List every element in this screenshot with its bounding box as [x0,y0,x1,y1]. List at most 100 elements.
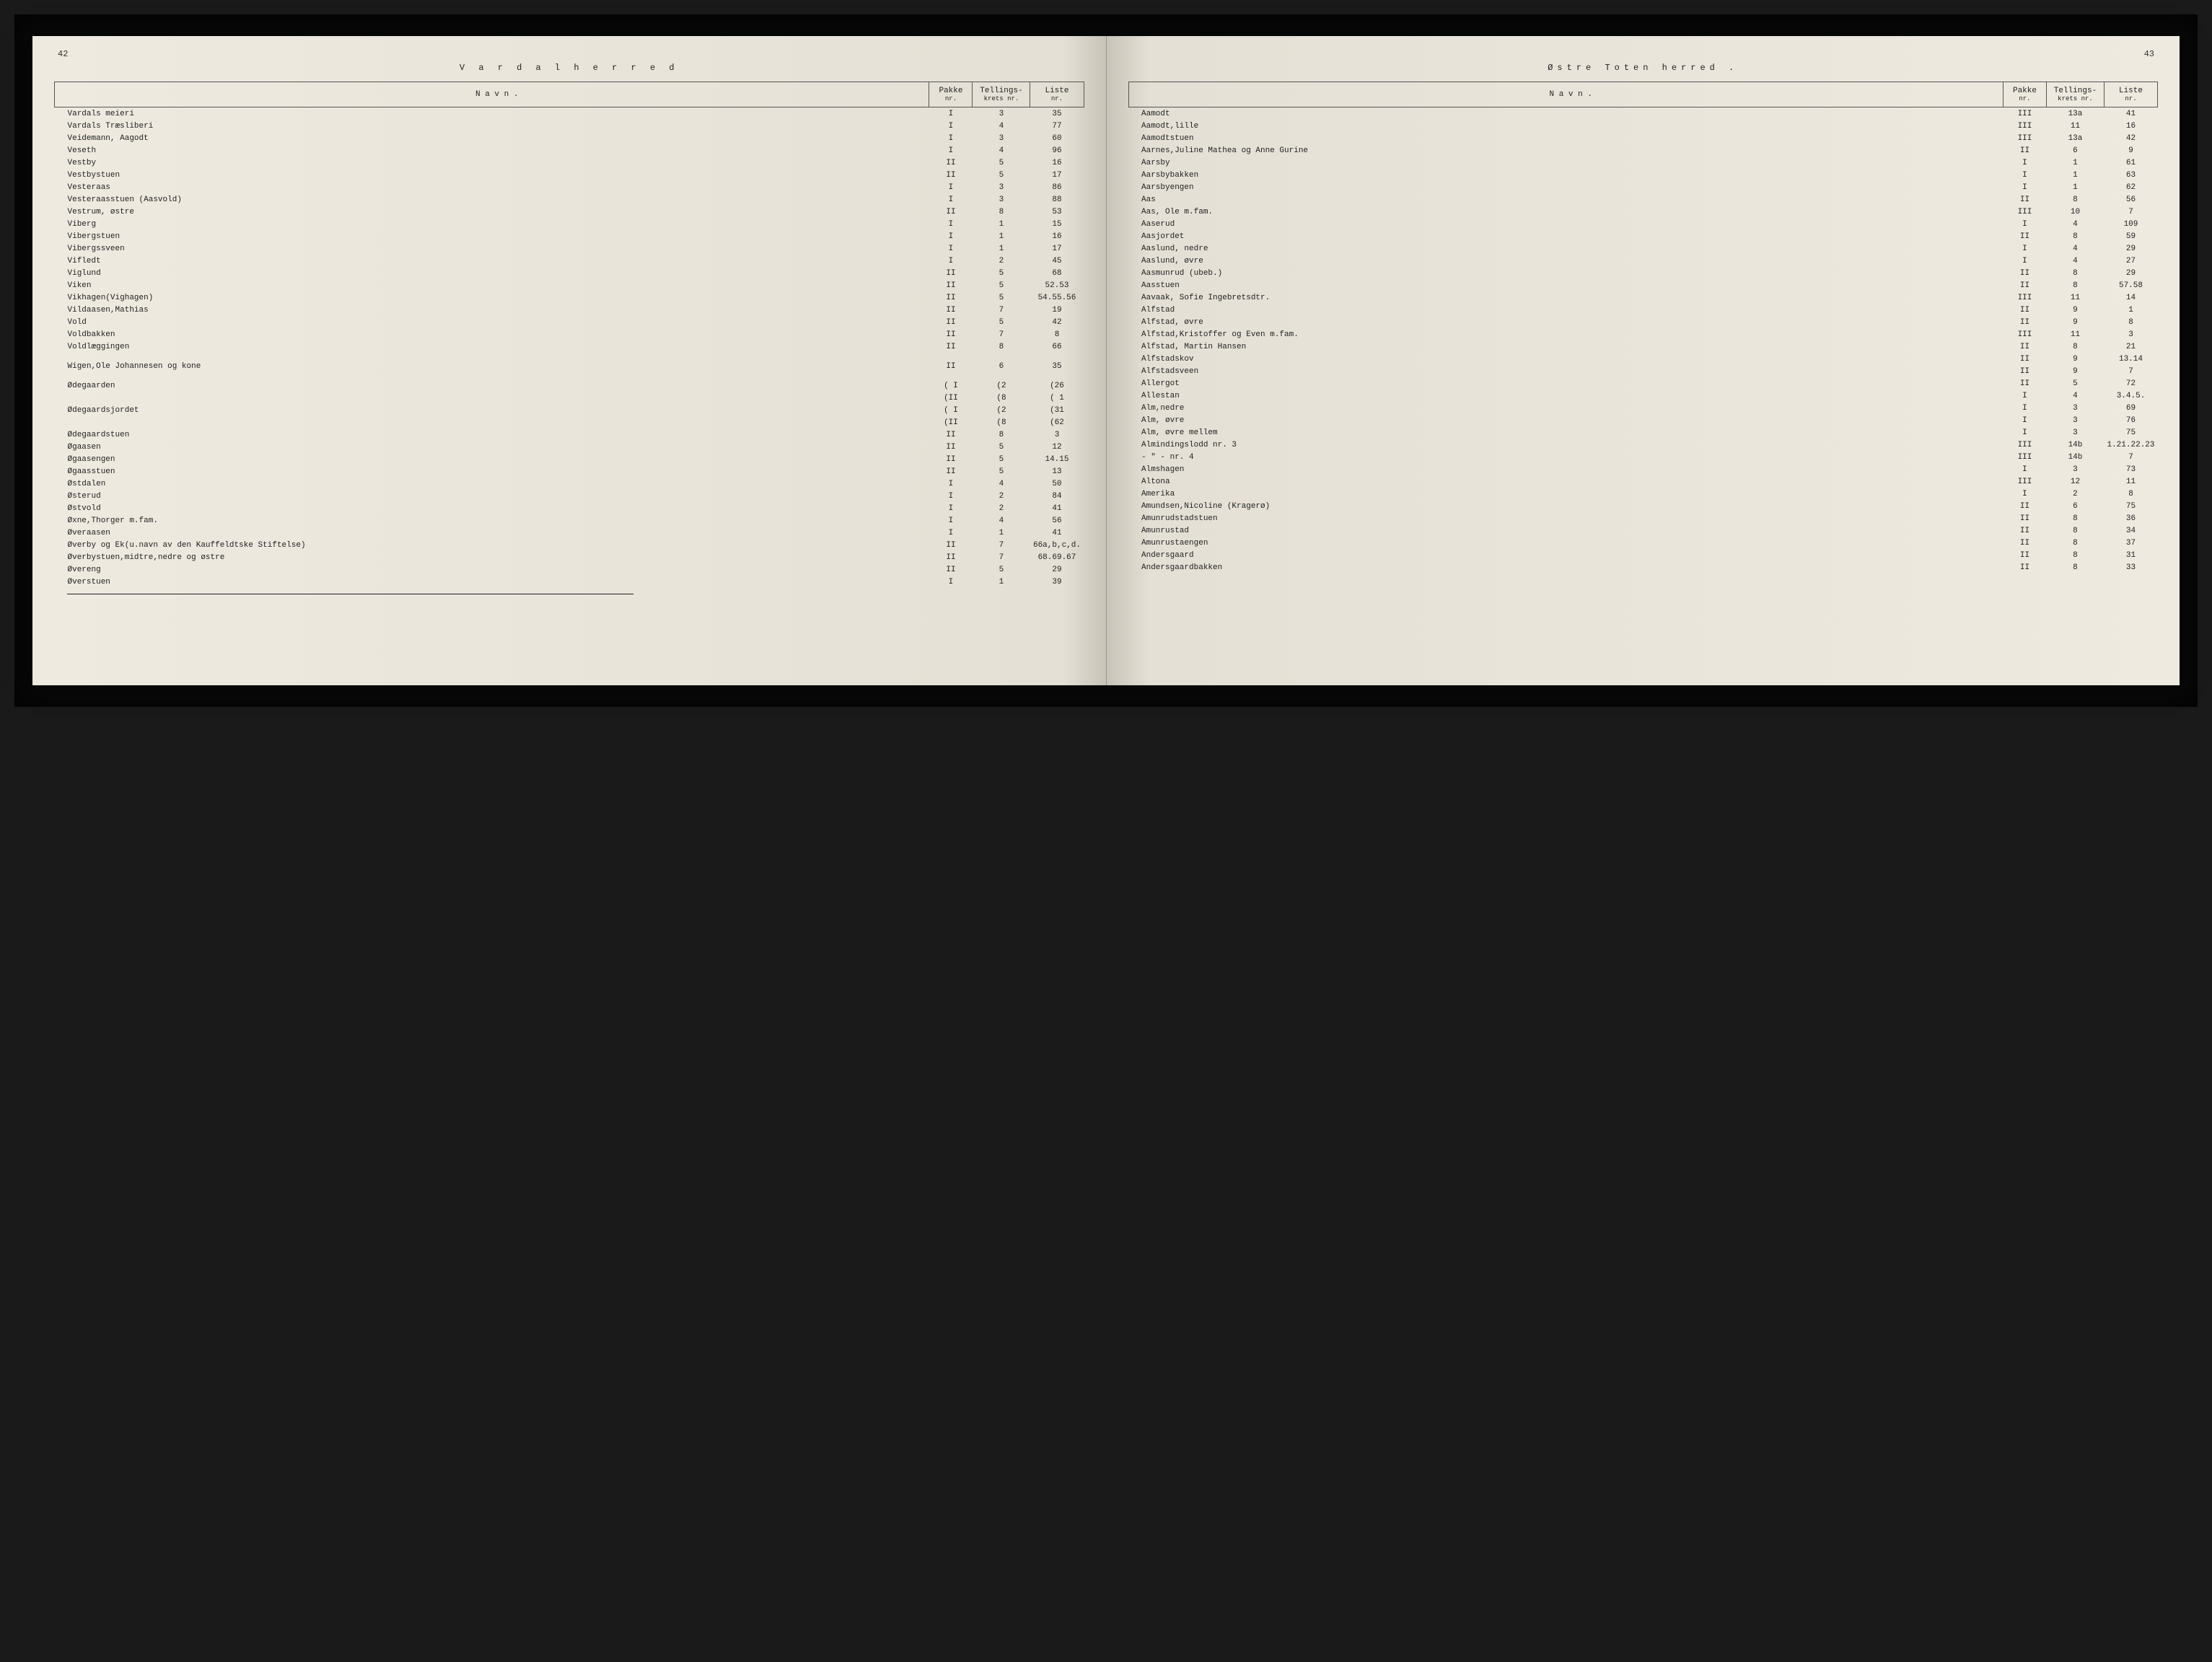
page-left: 42 V a r d a l h e r r e d N a v n . Pak… [32,36,1107,685]
cell-pakke: III [2003,291,2046,304]
table-row: VoldlæggingenII866 [55,340,1084,353]
cell-name: Øverby og Ek(u.navn av den Kauffeldtske … [55,539,929,551]
cell-name: Aamodtstuen [1128,132,2003,144]
cell-liste: 66 [1030,340,1084,353]
cell-krets: 5 [973,316,1030,328]
cell-name: Vibergstuen [55,230,929,242]
cell-pakke: I [2003,169,2046,181]
table-row: Vikhagen(Vighagen)II554.55.56 [55,291,1084,304]
cell-name: Aasjordet [1128,230,2003,242]
cell-krets: 8 [2046,193,2104,206]
cell-pakke: II [929,206,973,218]
cell-name: Aarsby [1128,157,2003,169]
table-row: Alfstad,Kristoffer og Even m.fam.III113 [1128,328,2158,340]
cell-pakke: I [929,218,973,230]
cell-pakke: II [2003,316,2046,328]
cell-liste: 68 [1030,267,1084,279]
cell-name: Allestan [1128,390,2003,402]
cell-liste: 84 [1030,490,1084,502]
cell-krets: 6 [2046,500,2104,512]
cell-krets: 5 [2046,377,2104,390]
col-header-pakke: Pakkenr. [2003,82,2046,107]
cell-liste: 29 [1030,563,1084,576]
cell-name: Østerud [55,490,929,502]
table-row: Alm,nedreI369 [1128,402,2158,414]
cell-pakke: I [2003,181,2046,193]
cell-krets: 7 [973,328,1030,340]
cell-liste: 59 [2104,230,2157,242]
cell-name: Aamodt,lille [1128,120,2003,132]
table-row: AarsbybakkenI163 [1128,169,2158,181]
table-row: Veidemann, AagodtI360 [55,132,1084,144]
table-row: AasjordetII859 [1128,230,2158,242]
cell-name: Øgaasengen [55,453,929,465]
table-row: Aas, Ole m.fam.III107 [1128,206,2158,218]
cell-name: Østdalen [55,478,929,490]
cell-krets: 4 [2046,218,2104,230]
cell-pakke: II [929,157,973,169]
cell-name [55,392,929,404]
cell-pakke: II [2003,377,2046,390]
table-row: Wigen,Ole Johannesen og koneII635 [55,360,1084,372]
cell-liste: 39 [1030,576,1084,588]
table-row: ØgaasenII512 [55,441,1084,453]
cell-liste: 54.55.56 [1030,291,1084,304]
cell-liste: 56 [2104,193,2157,206]
table-row: ØstvoldI241 [55,502,1084,514]
cell-name: Veseth [55,144,929,157]
cell-pakke: II [929,453,973,465]
cell-name: Vestbystuen [55,169,929,181]
cell-pakke: I [929,490,973,502]
cell-pakke: II [929,340,973,353]
cell-liste: 50 [1030,478,1084,490]
cell-krets: 3 [973,132,1030,144]
cell-liste: 34 [2104,524,2157,537]
cell-name: Amunrustad [1128,524,2003,537]
cell-krets: 5 [973,453,1030,465]
cell-liste: 14.15 [1030,453,1084,465]
cell-pakke: I [2003,463,2046,475]
table-row: AasstuenII857.58 [1128,279,2158,291]
cell-pakke: I [2003,218,2046,230]
cell-pakke: I [2003,488,2046,500]
cell-name: Allergot [1128,377,2003,390]
cell-krets: 1 [973,218,1030,230]
cell-pakke: I [2003,390,2046,402]
cell-liste: 57.58 [2104,279,2157,291]
cell-name: Wigen,Ole Johannesen og kone [55,360,929,372]
table-row: Aaslund, øvreI427 [1128,255,2158,267]
cell-krets: 3 [973,181,1030,193]
cell-krets: 1 [973,576,1030,588]
cell-liste: ( 1 [1030,392,1084,404]
cell-pakke: I [929,107,973,120]
cell-liste: 17 [1030,169,1084,181]
cell-liste: 29 [2104,242,2157,255]
cell-liste: 3 [2104,328,2157,340]
cell-liste: 86 [1030,181,1084,193]
cell-name: Amunrudstadstuen [1128,512,2003,524]
table-row: AltonaIII1211 [1128,475,2158,488]
cell-pakke: I [929,132,973,144]
cell-liste: (62 [1030,416,1084,428]
cell-liste: 16 [1030,157,1084,169]
cell-liste: 41 [2104,107,2157,120]
cell-krets: 5 [973,291,1030,304]
cell-liste: 61 [2104,157,2157,169]
cell-pakke: II [929,563,973,576]
cell-name: Aaslund, nedre [1128,242,2003,255]
cell-liste: 69 [2104,402,2157,414]
cell-krets: 1 [973,242,1030,255]
cell-pakke: III [2003,107,2046,120]
cell-krets: 8 [2046,524,2104,537]
table-row: Aasmunrud (ubeb.)II829 [1128,267,2158,279]
page-number-left: 42 [58,49,68,59]
cell-name: Alm, øvre mellem [1128,426,2003,439]
cell-name: Vold [55,316,929,328]
table-row: VesteraasI386 [55,181,1084,193]
table-row: ØgaasstuenII513 [55,465,1084,478]
table-row: AllestanI43.4.5. [1128,390,2158,402]
table-row: Almindingslodd nr. 3III14b1.21.22.23 [1128,439,2158,451]
cell-name: Øxne,Thorger m.fam. [55,514,929,527]
col-header-pakke: Pakkenr. [929,82,973,107]
table-row: Alm, øvre mellemI375 [1128,426,2158,439]
